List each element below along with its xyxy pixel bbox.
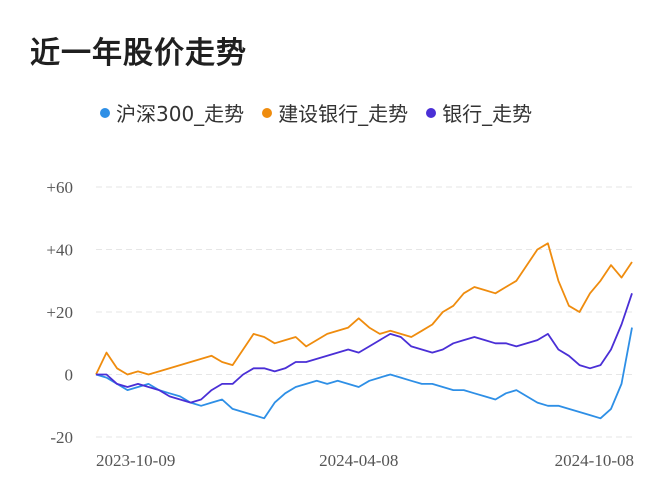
gridlines [96,186,632,438]
page-title: 近一年股价走势 [30,36,247,71]
x-tick-label: 2023-10-09 [96,451,175,470]
y-tick-label: -20 [50,428,73,447]
y-tick-label: +60 [46,178,73,197]
y-tick-label: 0 [65,366,74,385]
series-line-2 [96,293,633,404]
legend-label-bank: 银行_走势 [442,102,533,126]
legend-item-bank[interactable]: 银行_走势 [426,98,532,127]
legend: 沪深300_走势 建设银行_走势 银行_走势 [100,98,532,127]
y-axis-ticks: +60 +40 +20 0 -20 [46,178,73,447]
legend-dot-hs300 [100,107,110,118]
y-tick-label: +20 [46,303,73,322]
legend-item-ccb[interactable]: 建设银行_走势 [262,98,408,127]
legend-dot-bank [426,107,437,118]
series-lines [95,242,633,420]
legend-label-hs300: 沪深300_走势 [116,102,245,126]
x-tick-label: 2024-04-08 [319,451,398,470]
legend-label-ccb: 建设银行_走势 [278,102,409,126]
x-tick-label: 2024-10-08 [555,451,634,470]
legend-dot-ccb [262,107,273,118]
series-line-0 [95,327,633,420]
y-tick-label: +40 [46,241,73,260]
series-line-1 [95,242,633,376]
x-axis-ticks: 2023-10-09 2024-04-08 2024-10-08 [96,451,634,470]
legend-item-hs300[interactable]: 沪深300_走势 [100,98,244,127]
